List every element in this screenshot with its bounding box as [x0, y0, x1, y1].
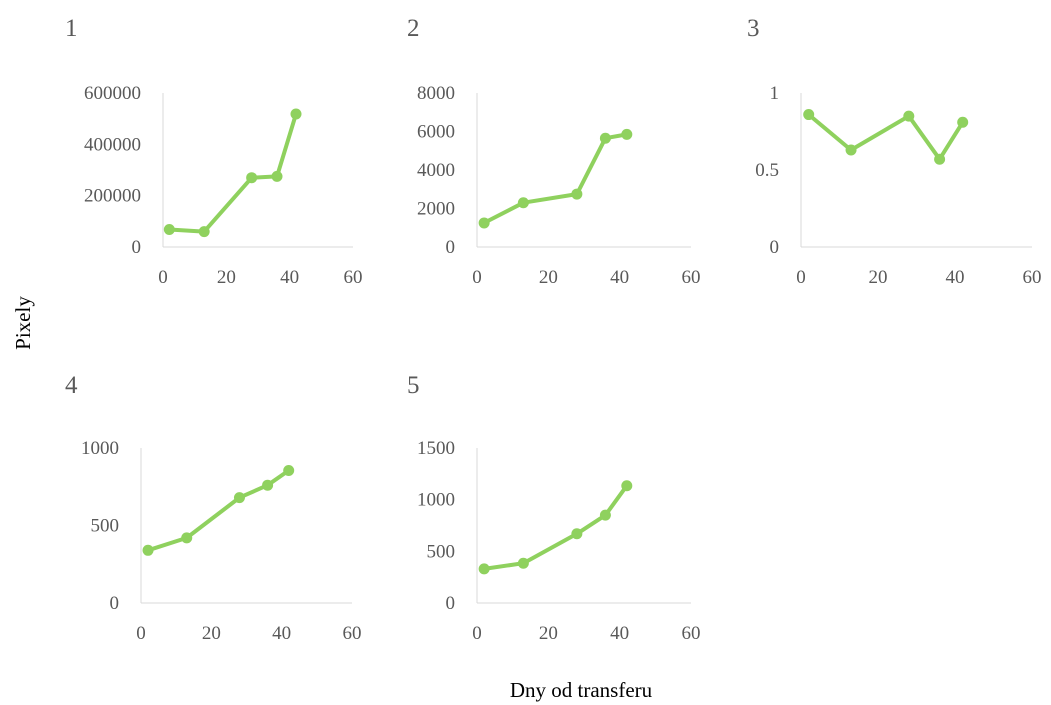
data-point	[517, 557, 529, 569]
y-tick-label: 200000	[84, 186, 141, 207]
data-point	[233, 492, 245, 504]
data-point	[957, 116, 969, 128]
x-tick-label: 0	[796, 267, 806, 288]
y-tick-label: 600000	[84, 83, 141, 104]
y-tick-label: 500	[427, 541, 456, 562]
series-line	[482, 483, 629, 571]
data-point	[934, 153, 946, 165]
data-point	[621, 480, 633, 492]
y-tick-label: 0	[132, 237, 142, 258]
y-tick-label: 4000	[417, 160, 455, 181]
y-tick-label: 1000	[81, 438, 119, 459]
x-tick-label: 0	[136, 623, 146, 644]
x-tick-label: 60	[1023, 267, 1042, 288]
data-point	[142, 544, 154, 556]
x-tick-label: 20	[202, 623, 221, 644]
chart-panel-3: 3 0 0.5 1 0 20 40 60	[747, 15, 1042, 288]
y-tick-label: 0.5	[755, 160, 779, 181]
y-tick-label: 0	[446, 237, 456, 258]
x-tick-label: 40	[272, 623, 291, 644]
x-tick-label: 40	[946, 267, 965, 288]
y-axis-label: Pixely	[11, 296, 35, 350]
y-tick-label: 500	[91, 516, 120, 537]
data-point	[845, 144, 857, 156]
x-tick-label: 60	[682, 267, 701, 288]
data-point	[803, 109, 815, 121]
series-line	[482, 132, 629, 225]
chart-panel-5: 5 0 500 1000 1500 0 20 40 60	[407, 372, 701, 644]
x-tick-label: 0	[158, 267, 168, 288]
chart-panel-1: 1 0 200000 400000 600000 0 20 40 60	[65, 15, 363, 288]
x-tick-label: 60	[344, 267, 363, 288]
y-tick-label: 1500	[417, 438, 455, 459]
data-point	[599, 132, 611, 144]
data-point	[571, 528, 583, 540]
data-point	[290, 108, 302, 120]
data-point	[571, 188, 583, 200]
x-tick-label: 60	[343, 623, 362, 644]
y-tick-label: 1	[770, 83, 780, 104]
panel-title: 5	[407, 372, 420, 399]
y-tick-label: 6000	[417, 122, 455, 143]
y-tick-label: 0	[770, 237, 780, 258]
y-tick-label: 8000	[417, 83, 455, 104]
panel-title: 4	[65, 372, 78, 399]
panel-title: 1	[65, 15, 78, 42]
data-point	[283, 464, 295, 476]
x-tick-label: 20	[869, 267, 888, 288]
x-tick-label: 60	[682, 623, 701, 644]
data-point	[621, 128, 633, 140]
x-tick-label: 40	[610, 267, 629, 288]
x-tick-label: 40	[280, 267, 299, 288]
data-point	[517, 197, 529, 209]
x-axis-label: Dny od transferu	[510, 678, 653, 702]
y-tick-label: 0	[110, 593, 120, 614]
series-line	[806, 112, 965, 162]
x-tick-label: 0	[472, 623, 482, 644]
data-point	[246, 172, 258, 184]
data-point	[478, 563, 490, 575]
x-tick-label: 20	[539, 267, 558, 288]
panel-title: 3	[747, 15, 760, 42]
data-point	[271, 170, 283, 182]
data-point	[262, 479, 274, 491]
x-tick-label: 0	[472, 267, 482, 288]
data-point	[163, 224, 175, 236]
data-point	[903, 110, 915, 122]
y-tick-label: 1000	[417, 490, 455, 511]
y-tick-label: 400000	[84, 134, 141, 155]
y-tick-label: 0	[446, 593, 456, 614]
x-tick-label: 40	[610, 623, 629, 644]
data-point	[198, 226, 210, 238]
x-tick-label: 20	[217, 267, 236, 288]
data-point	[478, 217, 490, 229]
data-point	[599, 509, 611, 521]
data-point	[181, 532, 193, 544]
panel-title: 2	[407, 15, 420, 42]
y-tick-label: 2000	[417, 199, 455, 220]
x-tick-label: 20	[539, 623, 558, 644]
